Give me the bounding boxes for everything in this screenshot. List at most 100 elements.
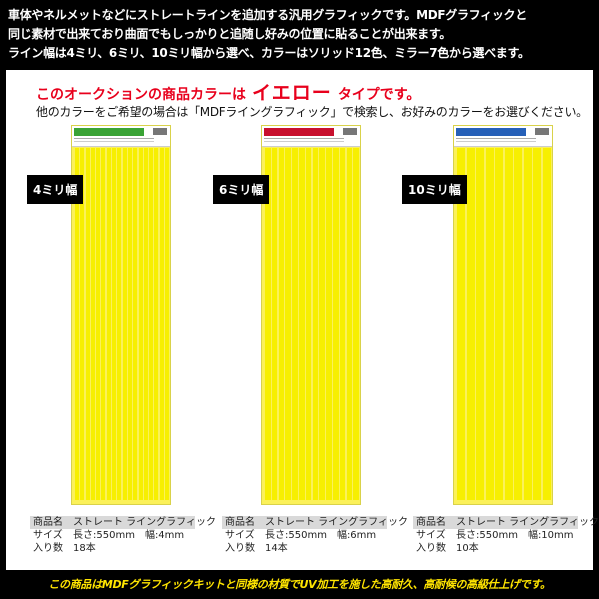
stripe-line <box>85 148 90 500</box>
stripe-line <box>138 148 143 500</box>
description-line-2: 同じ素材で出来ており曲面でもしっかりと追随し好みの位置に貼ることが出来ます。 <box>8 27 452 41</box>
stripe-line <box>265 148 271 500</box>
product-panel: このオークションの商品カラーは イエロー タイプです。 他のカラーをご希望の場合は「… <box>6 70 599 570</box>
stripe-line <box>305 148 312 500</box>
spec-size-value: 長さ:550mm 幅:10mm <box>456 530 574 541</box>
stripe-line <box>346 148 353 500</box>
stripe-line <box>312 148 319 500</box>
spec-name-row: 商品名 ストレート ライングラフィック <box>222 516 408 529</box>
stripe-line <box>101 148 106 500</box>
stripe-group <box>75 148 169 500</box>
spec-name-value: ストレート ライングラフィック <box>265 517 408 528</box>
description-header: 車体やネルメットなどにストレートラインを追加する汎用グラフィックです。MDFグラ… <box>8 6 593 63</box>
stripe-line <box>292 148 298 500</box>
spec-qty-row: 入り数 14本 <box>222 542 387 555</box>
spec-block-4mm: 商品名 ストレート ライングラフィック サイズ 長さ:550mm 幅:4mm 入り数… <box>30 516 216 555</box>
spec-name-key: 商品名 <box>225 517 255 528</box>
sheet-logo-icon <box>153 128 167 135</box>
stripe-line <box>117 148 122 500</box>
sheet-label <box>262 126 360 147</box>
stripe-line <box>457 148 466 500</box>
stripe-line <box>149 148 154 500</box>
spec-qty-value: 14本 <box>265 543 288 554</box>
stripe-line <box>533 148 542 500</box>
stripe-line <box>143 148 148 500</box>
stripe-line <box>466 148 475 500</box>
stripe-line <box>299 148 305 500</box>
stripe-line <box>96 148 101 500</box>
stripe-line <box>271 148 278 500</box>
stripe-line <box>80 148 85 500</box>
spec-qty-value: 18本 <box>73 543 96 554</box>
stripe-line <box>159 148 164 500</box>
width-badge-6mm: 6ミリ幅 <box>213 175 270 204</box>
stripe-line <box>495 148 504 500</box>
spec-name-value: ストレート ライングラフィック <box>456 517 599 528</box>
stripe-line <box>326 148 332 500</box>
stripe-line <box>353 148 359 500</box>
width-badge-10mm: 10ミリ幅 <box>402 175 467 204</box>
spec-size-value: 長さ:550mm 幅:4mm <box>73 530 185 541</box>
spec-qty-key: 入り数 <box>225 543 255 554</box>
sheet-label <box>72 126 170 147</box>
spec-qty-key: 入り数 <box>33 543 63 554</box>
color-notice-suffix: タイプです。 <box>337 87 421 103</box>
sticker-sheet <box>261 125 361 505</box>
stripe-line <box>278 148 285 500</box>
spec-name-row: 商品名 ストレート ライングラフィック <box>413 516 599 529</box>
stripe-line <box>285 148 291 500</box>
sheet-fine-print <box>456 138 536 139</box>
stripe-line <box>339 148 346 500</box>
description-line-3: ライン幅は4ミリ、6ミリ、10ミリ幅から選べ、カラーはソリッド12色、ミラー7色… <box>8 46 530 60</box>
spec-qty-value: 10本 <box>456 543 479 554</box>
sheet-logo-icon <box>343 128 357 135</box>
stripe-line <box>127 148 132 500</box>
stripe-line <box>165 148 169 500</box>
spec-size-row: サイズ 長さ:550mm 幅:6mm <box>222 529 387 542</box>
stripe-line <box>75 148 79 500</box>
sheet-fine-print <box>74 138 154 139</box>
spec-block-6mm: 商品名 ストレート ライングラフィック サイズ 長さ:550mm 幅:6mm 入り数… <box>222 516 408 555</box>
sticker-sheet <box>453 125 553 505</box>
spec-size-row: サイズ 長さ:550mm 幅:4mm <box>30 529 195 542</box>
stripe-line <box>476 148 485 500</box>
sheet-label-bar <box>74 128 144 136</box>
description-line-1: 車体やネルメットなどにストレートラインを追加する汎用グラフィックです。MDFグラ… <box>8 8 527 22</box>
stripe-line <box>523 148 532 500</box>
stripe-line <box>514 148 523 500</box>
sheet-label-bar <box>264 128 334 136</box>
spec-size-value: 長さ:550mm 幅:6mm <box>265 530 377 541</box>
spec-size-key: サイズ <box>225 530 255 541</box>
stripe-line <box>319 148 325 500</box>
spec-qty-row: 入り数 10本 <box>413 542 578 555</box>
spec-name-row: 商品名 ストレート ライングラフィック <box>30 516 216 529</box>
color-name: イエロー <box>252 82 332 104</box>
stripe-line <box>122 148 127 500</box>
stripe-line <box>542 148 551 500</box>
product-10mm <box>453 125 553 555</box>
stripe-group <box>457 148 551 500</box>
width-badge-4mm: 4ミリ幅 <box>27 175 84 204</box>
product-6mm <box>261 125 361 555</box>
spec-name-key: 商品名 <box>33 517 63 528</box>
stripe-line <box>133 148 138 500</box>
spec-block-10mm: 商品名 ストレート ライングラフィック サイズ 長さ:550mm 幅:10mm 入り… <box>413 516 599 555</box>
color-notice-prefix: このオークションの商品カラーは <box>36 87 246 103</box>
sheet-fine-print <box>264 138 344 139</box>
stripe-line <box>90 148 95 500</box>
sticker-sheet <box>71 125 171 505</box>
spec-name-value: ストレート ライングラフィック <box>73 517 216 528</box>
spec-qty-row: 入り数 18本 <box>30 542 195 555</box>
spec-qty-key: 入り数 <box>416 543 446 554</box>
spec-size-key: サイズ <box>33 530 63 541</box>
sheet-label-bar <box>456 128 526 136</box>
stripe-line <box>504 148 513 500</box>
spec-size-key: サイズ <box>416 530 446 541</box>
stripe-group <box>265 148 359 500</box>
color-notice: このオークションの商品カラーは イエロー タイプです。 <box>36 78 420 105</box>
stripe-line <box>333 148 339 500</box>
stripe-line <box>112 148 117 500</box>
stripe-line <box>106 148 111 500</box>
spec-name-key: 商品名 <box>416 517 446 528</box>
